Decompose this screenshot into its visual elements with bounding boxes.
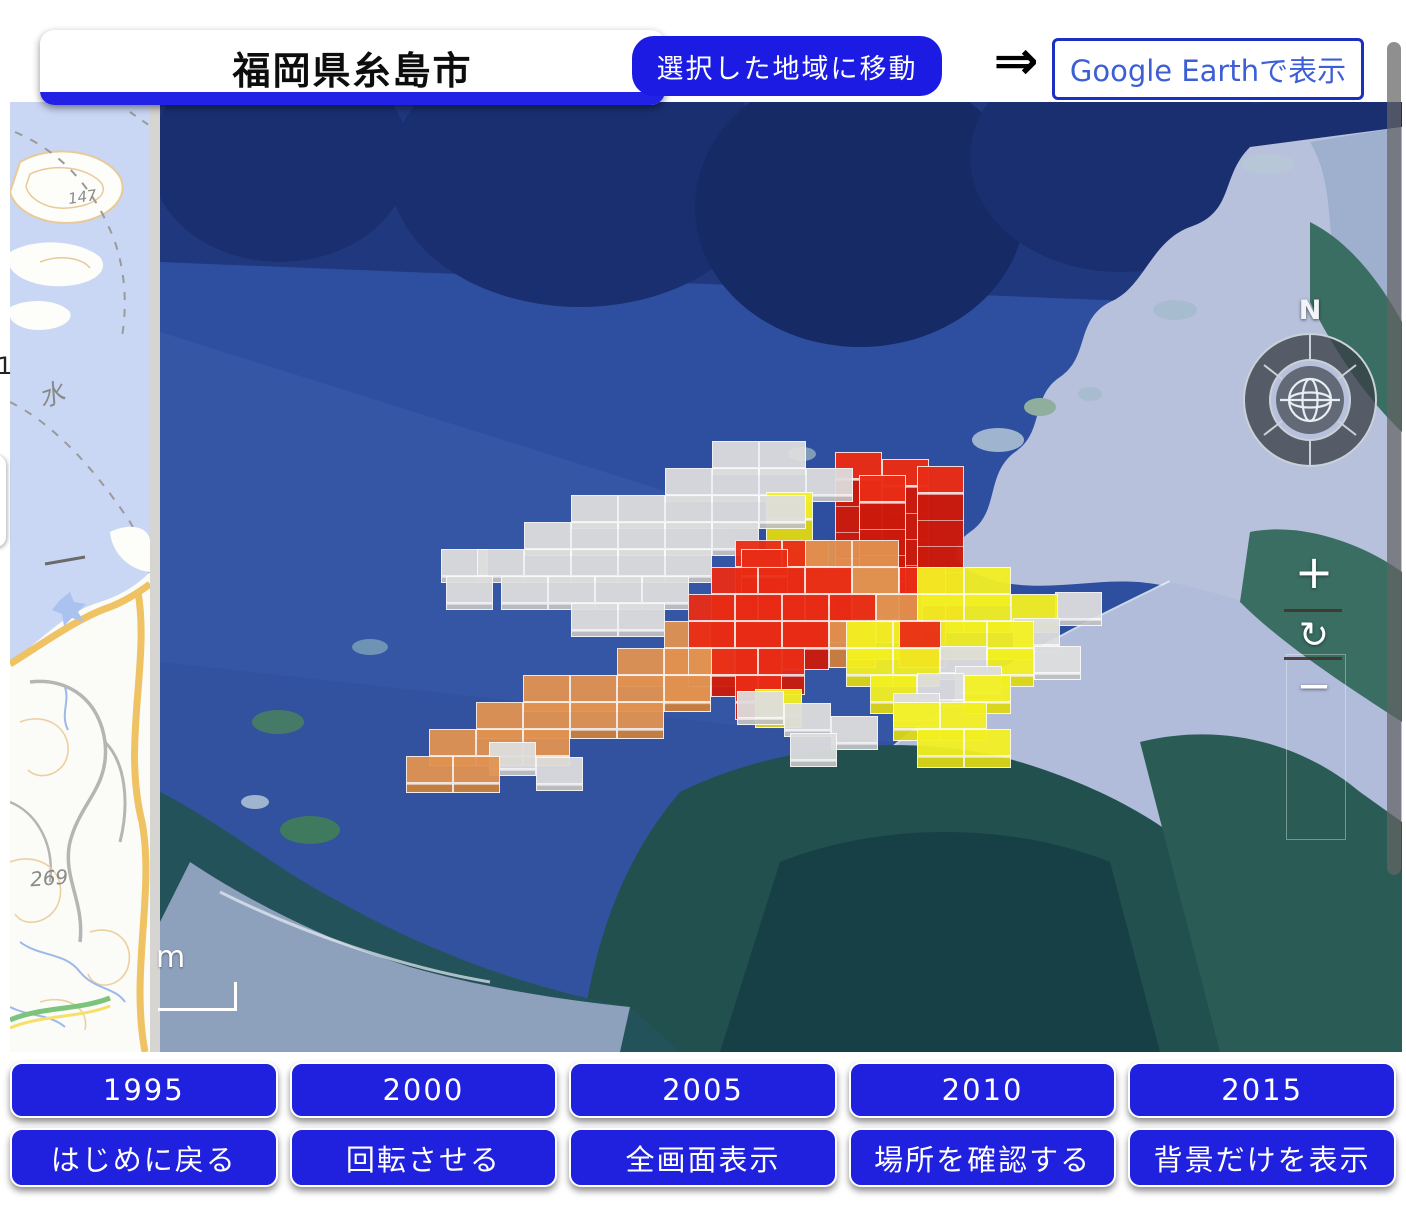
zoom-divider-top [1284, 609, 1342, 612]
zoom-divider-bottom [1284, 657, 1342, 660]
year-button-1995[interactable]: 1995 [10, 1062, 278, 1118]
gyroscope-icon [1280, 377, 1340, 423]
satellite-background [160, 102, 1402, 1052]
scale-bar-line [158, 982, 237, 1011]
scale-bar: m [156, 940, 237, 1011]
scrollbar-gutter [1402, 0, 1406, 1228]
action-button-場所を確認する[interactable]: 場所を確認する [848, 1128, 1117, 1187]
google-earth-button[interactable]: Google Earthで表示 [1052, 38, 1364, 100]
year-button-2000[interactable]: 2000 [289, 1062, 558, 1118]
year-button-row: 1995 2000 2005 2010 2015 [0, 1062, 1406, 1118]
edge-panel-sliver [0, 455, 6, 547]
reset-view-button[interactable]: ↻ [1298, 615, 1330, 656]
arrow-icon: ⇒ [993, 28, 1039, 92]
title-underline [40, 92, 665, 105]
region-title-box[interactable]: 福岡県糸島市 [40, 30, 665, 105]
left-2d-map[interactable] [10, 102, 150, 1052]
action-button-はじめに戻る[interactable]: はじめに戻る [10, 1128, 278, 1187]
year-button-2015[interactable]: 2015 [1128, 1062, 1396, 1118]
action-button-全画面表示[interactable]: 全画面表示 [569, 1128, 837, 1187]
page-scrollbar-thumb[interactable] [1387, 42, 1401, 875]
zoom-in-button[interactable]: + [1294, 545, 1334, 599]
compass-ring-icon[interactable] [1240, 325, 1380, 475]
year-button-2010[interactable]: 2010 [848, 1062, 1117, 1118]
compass-north-label: N [1298, 295, 1322, 326]
region-title: 福岡県糸島市 [232, 49, 473, 93]
action-button-row: はじめに戻る 回転させる 全画面表示 場所を確認する 背景だけを表示 [0, 1128, 1406, 1187]
zoom-out-button[interactable]: − [1296, 661, 1332, 710]
edge-label: 1 [0, 352, 13, 380]
action-button-回転させる[interactable]: 回転させる [289, 1128, 558, 1187]
topo-map-art [10, 102, 150, 1052]
compass-widget[interactable]: N [1240, 295, 1380, 475]
globe-3d-view[interactable] [160, 102, 1402, 1052]
zoom-control: + ↻ − [1282, 545, 1346, 845]
zoom-slider-outline[interactable] [1286, 654, 1346, 840]
scale-label: m [156, 940, 186, 975]
action-button-背景だけを表示[interactable]: 背景だけを表示 [1128, 1128, 1396, 1187]
move-to-region-button[interactable]: 選択した地域に移動 [632, 36, 942, 96]
year-button-2005[interactable]: 2005 [569, 1062, 837, 1118]
map-divider [150, 102, 160, 1052]
map-text-label: 269 [29, 864, 69, 892]
